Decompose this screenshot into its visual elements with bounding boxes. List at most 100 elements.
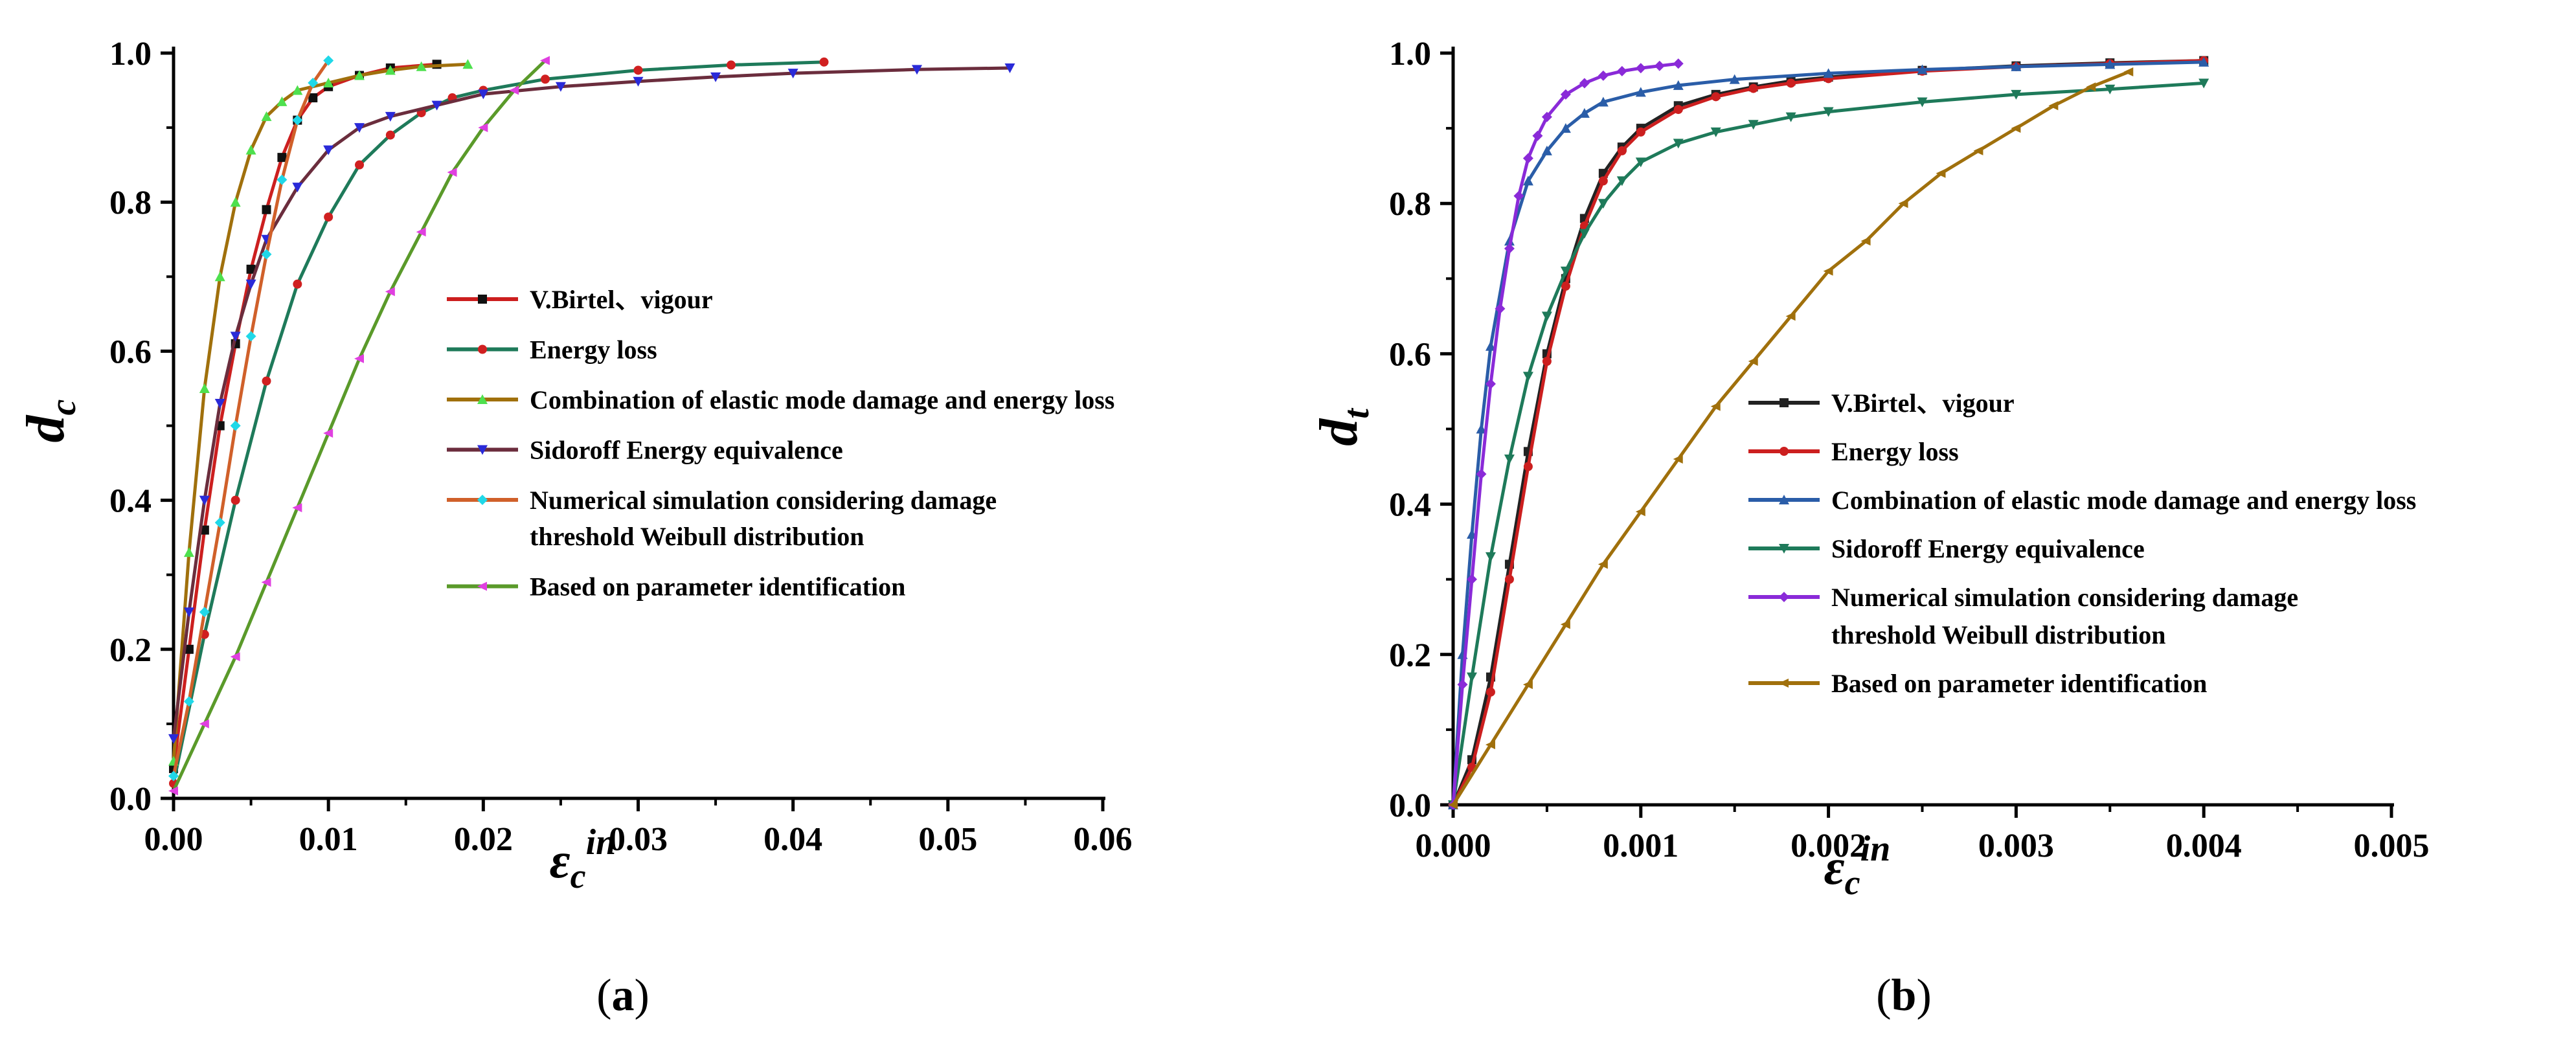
data-point (324, 212, 333, 222)
y-tick-label: 0.8 (109, 185, 152, 221)
y-tick-label: 0.4 (1389, 487, 1431, 524)
data-point (1495, 303, 1506, 314)
data-point (1579, 229, 1590, 239)
data-point (1635, 87, 1646, 97)
data-point (245, 144, 256, 155)
data-point (183, 547, 194, 557)
legend-swatch-marker (1779, 679, 1789, 688)
data-point (262, 376, 271, 386)
data-point (1560, 266, 1571, 276)
data-point (2086, 82, 2096, 92)
y-axis-label-sub: t (1337, 408, 1377, 419)
data-point (1598, 199, 1609, 209)
legend-swatch-marker (477, 394, 488, 404)
data-point (462, 59, 473, 69)
data-point (1917, 97, 1928, 107)
data-point (1476, 469, 1487, 480)
y-tick-label: 1.0 (109, 36, 152, 73)
x-tick-label: 0.03 (609, 821, 668, 858)
caption-letter: a (612, 971, 635, 1020)
data-point (245, 331, 256, 342)
data-point (1785, 311, 1796, 321)
data-point (540, 56, 550, 65)
data-point (1710, 401, 1721, 411)
data-point (199, 607, 210, 618)
x-tick-label: 0.003 (1978, 827, 2054, 864)
data-point (385, 130, 395, 140)
series-4 (168, 63, 1015, 744)
data-point (2105, 84, 2116, 95)
data-point (354, 123, 365, 133)
data-point (183, 607, 194, 618)
series-line (1451, 59, 2206, 807)
data-point (308, 78, 319, 89)
data-point (292, 115, 303, 126)
data-point (230, 332, 241, 342)
series-5 (1448, 58, 1684, 810)
data-point (478, 123, 488, 133)
series-line (172, 62, 439, 771)
legend-entry-label: threshold Weibull distribution (530, 522, 864, 551)
data-point (230, 420, 241, 431)
series-line (172, 62, 469, 763)
series-2 (1449, 56, 2209, 809)
data-point (1485, 552, 1496, 562)
data-point (354, 70, 365, 80)
legend-entry-label: threshold Weibull distribution (1831, 620, 2165, 649)
data-point (1598, 70, 1609, 81)
data-point (509, 85, 519, 95)
data-point (1476, 423, 1487, 434)
data-point (633, 76, 644, 87)
legend: V.Birtel、vigour Energy loss Combination of… (447, 285, 1114, 602)
data-point (541, 74, 550, 84)
data-point (1522, 153, 1533, 164)
data-point (1673, 58, 1684, 69)
y-axis-label-main: d (1309, 418, 1369, 446)
data-point (1522, 680, 1533, 690)
legend-entry-label: Numerical simulation considering damage (530, 486, 997, 515)
data-point (1542, 357, 1552, 366)
x-axis-label-sup: in (1860, 829, 1891, 869)
legend-entry-label: Combination of elastic mode damage and e… (530, 385, 1114, 414)
data-point (323, 429, 333, 438)
y-tick-label: 0.2 (1389, 637, 1431, 674)
legend-entry-label: Energy loss (530, 335, 657, 365)
data-point (1711, 92, 1721, 102)
data-point (277, 96, 288, 106)
data-point (323, 145, 334, 155)
legend-entry-label: V.Birtel、vigour (1831, 388, 2015, 418)
data-point (168, 734, 179, 744)
data-point (230, 652, 240, 662)
x-axis-label-main: ε (1824, 839, 1845, 895)
data-point (1504, 454, 1515, 464)
data-point (1579, 78, 1590, 89)
data-point (261, 111, 272, 121)
legend-entry-label: Based on parameter identification (1831, 669, 2207, 698)
data-point (246, 264, 256, 274)
data-point (1598, 176, 1608, 186)
series-1 (169, 60, 442, 773)
data-point (1635, 507, 1645, 517)
data-point (214, 271, 225, 282)
x-tick-label: 0.005 (2354, 827, 2430, 864)
data-point (230, 197, 241, 207)
data-point (1466, 574, 1477, 585)
legend-entry-label: V.Birtel、vigour (530, 285, 713, 314)
data-point (184, 644, 194, 654)
panel-caption: (b) (1876, 971, 1932, 1020)
y-tick-label: 0.8 (1389, 186, 1431, 223)
x-axis-label-sub: c (1845, 863, 1860, 902)
legend-swatch-marker (1779, 544, 1789, 554)
data-point (1673, 139, 1684, 149)
data-point (1823, 68, 1834, 78)
data-point (231, 495, 240, 505)
data-point (1560, 123, 1571, 133)
data-point (1823, 266, 1833, 276)
data-point (1466, 672, 1477, 682)
data-point (1785, 112, 1796, 122)
caption-letter: b (1892, 971, 1917, 1020)
data-point (787, 69, 798, 79)
panel-caption: (a) (596, 971, 650, 1020)
y-axis-label-main: d (16, 414, 76, 442)
